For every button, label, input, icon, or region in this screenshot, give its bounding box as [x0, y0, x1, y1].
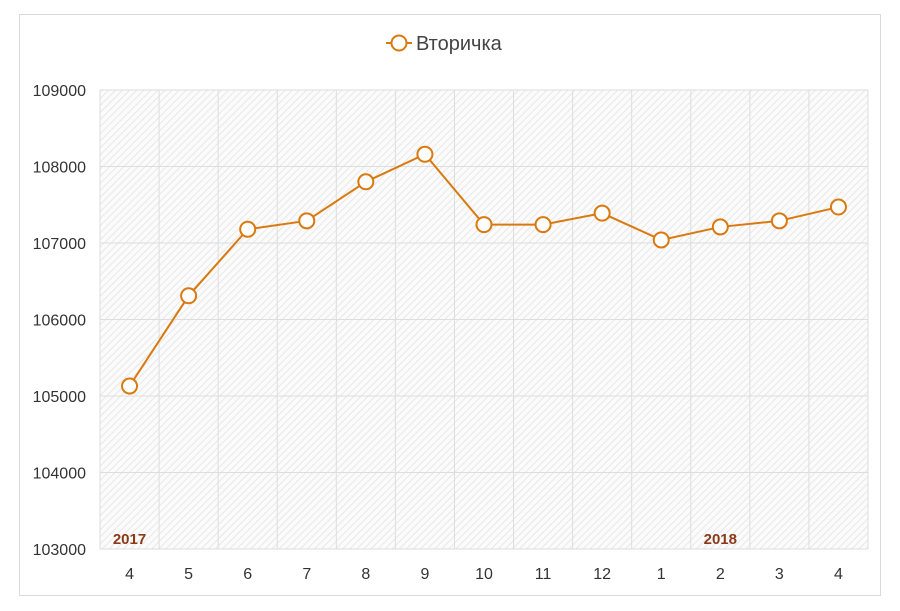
- x-tick-label: 4: [125, 566, 134, 583]
- x-tick-label: 10: [475, 566, 493, 583]
- data-point: [416, 145, 434, 163]
- y-tick-label: 109000: [33, 83, 86, 100]
- data-point: [357, 173, 375, 191]
- gridlines: [99, 89, 869, 550]
- x-tick-label: 11: [535, 566, 552, 583]
- data-point: [593, 204, 611, 222]
- y-tick-label: 104000: [33, 466, 86, 483]
- y-tick-label: 106000: [33, 313, 86, 330]
- x-tick-label: 4: [834, 566, 843, 583]
- data-point: [239, 220, 257, 238]
- y-axis-labels: 103000 104000 105000 106000 107000 108000 1090…: [33, 83, 86, 559]
- x-tick-label: 8: [361, 566, 370, 583]
- y-tick-label: 103000: [33, 542, 86, 559]
- y-tick-label: 107000: [33, 236, 86, 253]
- data-point: [770, 212, 788, 230]
- year-label: 2017: [113, 531, 146, 548]
- x-tick-label: 6: [243, 566, 252, 583]
- year-label: 2018: [704, 531, 737, 548]
- x-tick-label: 5: [184, 566, 193, 583]
- legend-series-label: Вторичка: [416, 33, 503, 55]
- data-point: [298, 212, 316, 230]
- x-tick-label: 3: [775, 566, 784, 583]
- data-point: [121, 377, 139, 395]
- data-point: [711, 218, 729, 236]
- x-tick-label: 1: [657, 566, 666, 583]
- year-labels: 2017 2018: [113, 531, 737, 548]
- x-tick-label: 9: [420, 566, 429, 583]
- data-point: [180, 287, 198, 305]
- data-point: [475, 216, 493, 234]
- y-tick-label: 105000: [33, 389, 86, 406]
- x-axis-labels: 4 5 6 7 8 9 10 11 12 1 2 3 4: [125, 566, 843, 583]
- x-tick-label: 7: [302, 566, 311, 583]
- legend-circle-marker: [390, 34, 408, 52]
- x-tick-label: 12: [593, 566, 611, 583]
- y-tick-label: 108000: [33, 160, 86, 177]
- data-point: [652, 231, 670, 249]
- series-line-group: [121, 145, 847, 395]
- data-point: [534, 216, 552, 234]
- chart-legend: Вторичка: [386, 33, 503, 55]
- data-point: [829, 198, 847, 216]
- x-tick-label: 2: [716, 566, 725, 583]
